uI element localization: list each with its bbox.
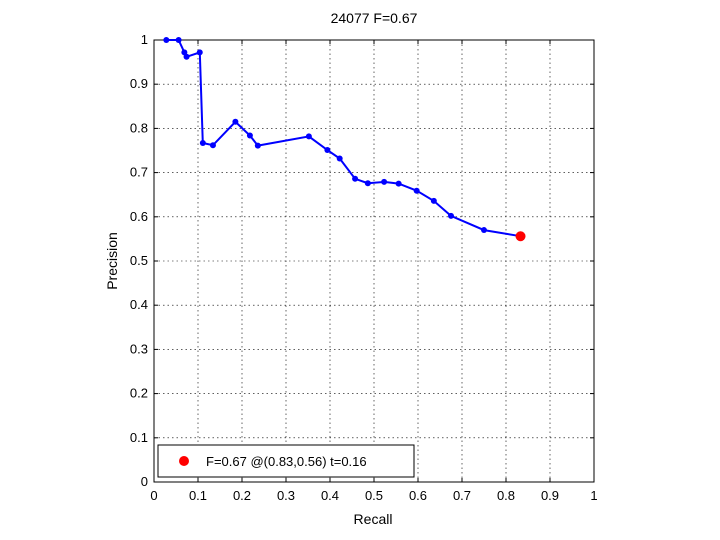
legend-marker (179, 456, 189, 466)
data-point (305, 133, 312, 140)
x-tick-label: 0.8 (497, 488, 515, 503)
series-layer (163, 37, 526, 242)
data-point (196, 49, 203, 56)
data-point (336, 155, 343, 162)
data-point (199, 139, 206, 146)
y-tick-label: 0.3 (130, 341, 148, 356)
data-point (209, 142, 216, 149)
x-tick-label: 1 (590, 488, 597, 503)
y-tick-label: 0.2 (130, 386, 148, 401)
chart-title: 24077 F=0.67 (331, 10, 418, 26)
data-point (430, 197, 437, 204)
y-tick-label: 0.8 (130, 120, 148, 135)
data-point (413, 187, 420, 194)
x-tick-label: 0.7 (453, 488, 471, 503)
data-point (381, 178, 388, 185)
data-point (254, 142, 261, 149)
data-point (364, 180, 371, 187)
best-f-point (515, 231, 526, 242)
data-point (352, 175, 359, 182)
y-tick-label: 0 (141, 474, 148, 489)
data-point (232, 118, 239, 125)
data-point (175, 37, 182, 43)
y-tick-label: 0.9 (130, 76, 148, 91)
grid (154, 40, 594, 482)
data-point (181, 49, 188, 56)
y-tick-label: 1 (141, 32, 148, 47)
y-tick-label: 0.4 (130, 297, 148, 312)
data-point (448, 212, 454, 219)
legend-entry: F=0.67 @(0.83,0.56) t=0.16 (206, 454, 367, 469)
legend: F=0.67 @(0.83,0.56) t=0.16 (157, 444, 415, 478)
y-tick-label: 0.6 (130, 209, 148, 224)
x-tick-label: 0.9 (541, 488, 559, 503)
x-tick-label: 0.1 (189, 488, 207, 503)
data-point (324, 147, 331, 154)
legend-box (157, 444, 415, 478)
axis-ticks: 0 0.1 0.2 0.3 0.4 0.5 0.6 0.7 0.8 0.9 1 0 0.1 0.2 0.3 0… (130, 32, 598, 503)
series-line (166, 39, 521, 238)
x-tick-label: 0.6 (409, 488, 427, 503)
x-axis-label: Recall (354, 511, 393, 527)
y-tick-label: 0.7 (130, 165, 148, 180)
data-point (481, 227, 487, 234)
y-tick-label: 0.5 (130, 253, 148, 268)
data-point (246, 132, 253, 139)
data-point (163, 37, 170, 43)
x-tick-label: 0.3 (277, 488, 295, 503)
y-axis-label: Precision (104, 232, 120, 290)
x-tick-label: 0 (150, 488, 157, 503)
x-tick-label: 0.2 (233, 488, 251, 503)
x-tick-label: 0.4 (321, 488, 339, 503)
x-tick-label: 0.5 (365, 488, 383, 503)
data-point (183, 53, 190, 60)
y-tick-label: 0.1 (130, 430, 148, 445)
data-point (395, 180, 402, 187)
